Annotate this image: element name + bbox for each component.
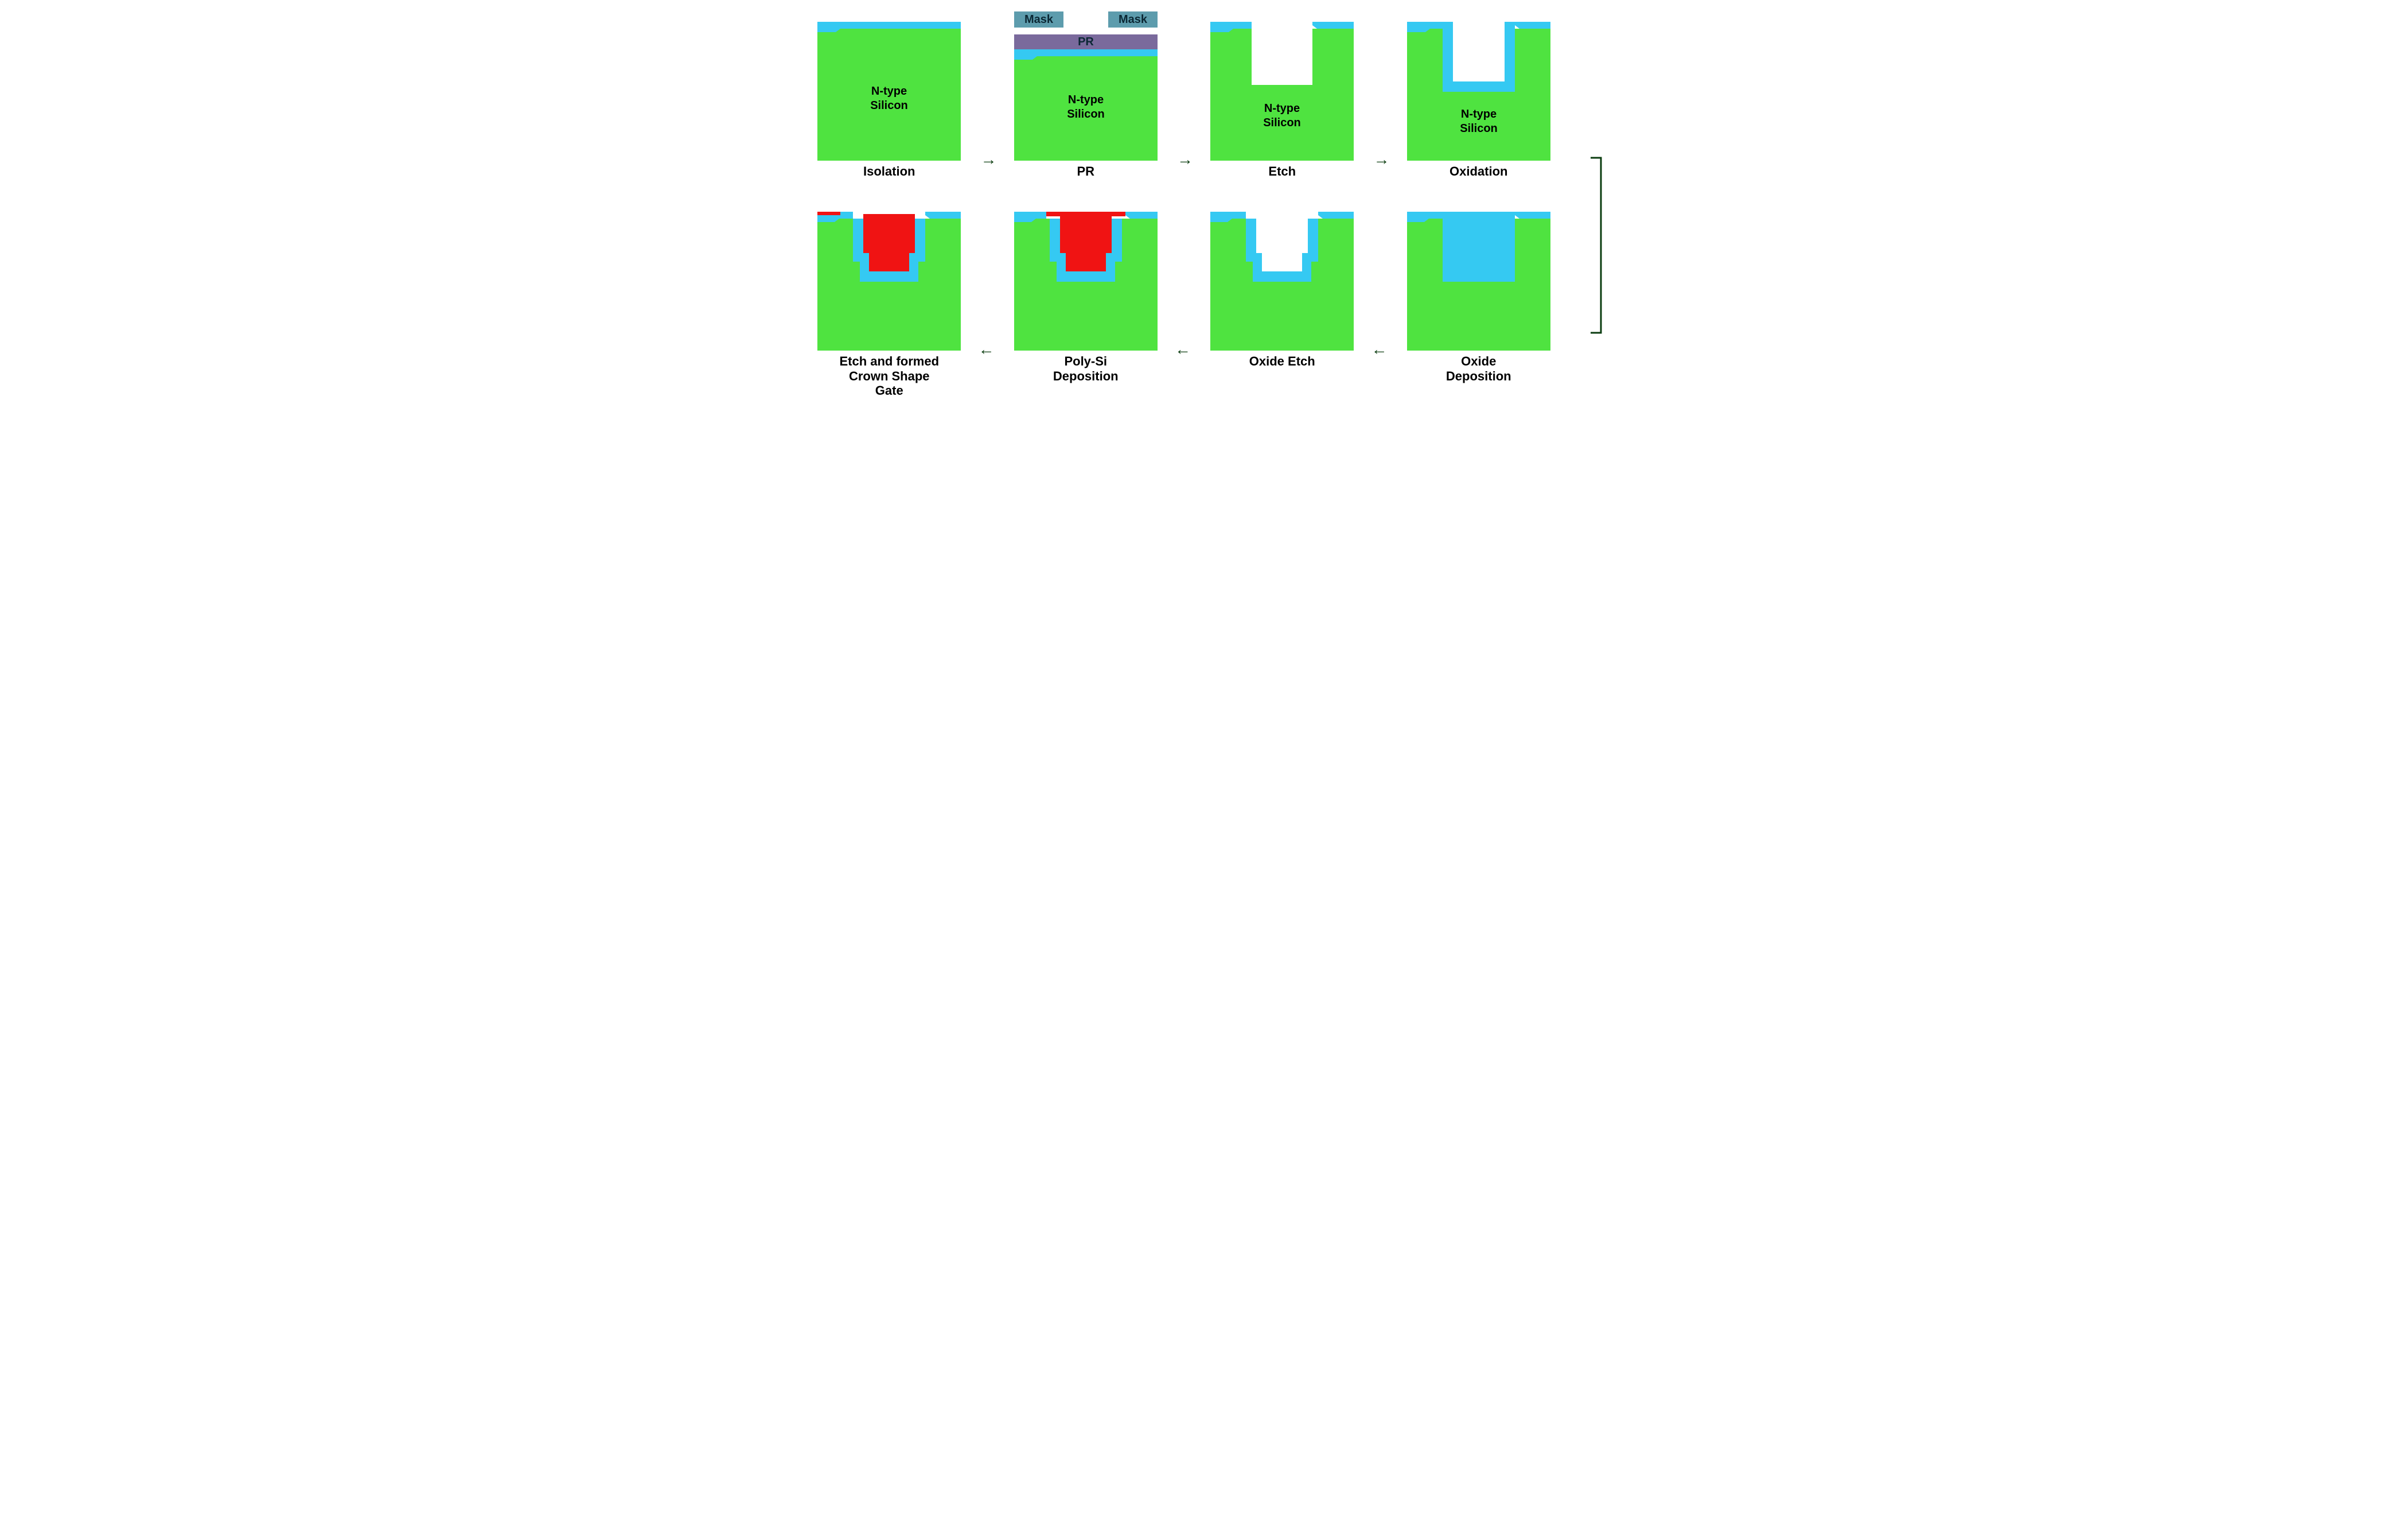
caption-crown-l1: Etch and formed: [839, 354, 939, 368]
caption-oxidation: Oxidation: [1450, 164, 1507, 178]
mask-label-left: Mask: [1024, 13, 1054, 26]
step-oxide-etch: Oxide Etch ←: [1195, 201, 1369, 398]
caption-oxide-dep-l2: Deposition: [1446, 369, 1511, 383]
diagram-oxide-dep: [1407, 201, 1550, 351]
diagram-oxidation: N-type Silicon: [1407, 11, 1550, 161]
step-pr: Mask Mask PR N-type Silicon PR →: [999, 11, 1173, 178]
arrow-right-icon: →: [1374, 150, 1390, 169]
diagram-oxide-etch: [1210, 201, 1354, 351]
step-etch: N-type Silicon Etch →: [1195, 11, 1369, 178]
svg-text:N-type: N-type: [1461, 108, 1497, 120]
step-oxidation: N-type Silicon Oxidation: [1392, 11, 1566, 178]
arrow-right-icon: →: [1177, 150, 1193, 169]
diagram-polysi: [1014, 201, 1158, 351]
diagram-etch: N-type Silicon: [1210, 11, 1354, 161]
arrow-left-icon: ←: [1371, 340, 1388, 359]
flow-connector: [1588, 11, 1606, 398]
caption-polysi-l2: Deposition: [1053, 369, 1119, 383]
caption-oxide-dep: Oxide Deposition: [1446, 354, 1511, 383]
diagram-isolation: N-type Silicon: [817, 11, 961, 161]
step-oxide-dep: Oxide Deposition ←: [1392, 201, 1566, 398]
arrow-left-icon: ←: [979, 340, 995, 359]
caption-oxide-dep-l1: Oxide: [1461, 354, 1496, 368]
caption-oxide-etch: Oxide Etch: [1249, 354, 1315, 368]
svg-text:Silicon: Silicon: [1263, 116, 1301, 129]
svg-text:N-type: N-type: [1264, 102, 1300, 115]
svg-text:Silicon: Silicon: [1067, 108, 1105, 120]
caption-etch: Etch: [1268, 164, 1296, 178]
caption-polysi: Poly-Si Deposition: [1053, 354, 1119, 383]
diagram-pr: Mask Mask PR N-type Silicon: [1014, 11, 1158, 161]
svg-text:N-type: N-type: [871, 85, 907, 98]
step-crown: Etch and formed Crown Shape Gate: [802, 201, 976, 398]
caption-crown-l3: Gate: [875, 383, 903, 398]
diagram-crown: [817, 201, 961, 351]
caption-crown-l2: Crown Shape: [849, 369, 930, 383]
svg-text:Silicon: Silicon: [1460, 122, 1498, 135]
step-isolation: N-type Silicon Isolation →: [802, 11, 976, 178]
pr-layer-label: PR: [1078, 36, 1094, 48]
arrow-left-icon: ←: [1175, 340, 1191, 359]
caption-pr: PR: [1077, 164, 1094, 178]
caption-polysi-l1: Poly-Si: [1064, 354, 1107, 368]
svg-text:Silicon: Silicon: [870, 99, 908, 112]
process-flow-grid: N-type Silicon Isolation → Mask Mask PR: [802, 11, 1606, 398]
caption-crown: Etch and formed Crown Shape Gate: [839, 354, 939, 398]
svg-text:N-type: N-type: [1068, 94, 1104, 106]
step-polysi: Poly-Si Deposition ←: [999, 201, 1173, 398]
arrow-right-icon: →: [981, 150, 997, 169]
caption-isolation: Isolation: [863, 164, 915, 178]
mask-label-right: Mask: [1119, 13, 1148, 26]
